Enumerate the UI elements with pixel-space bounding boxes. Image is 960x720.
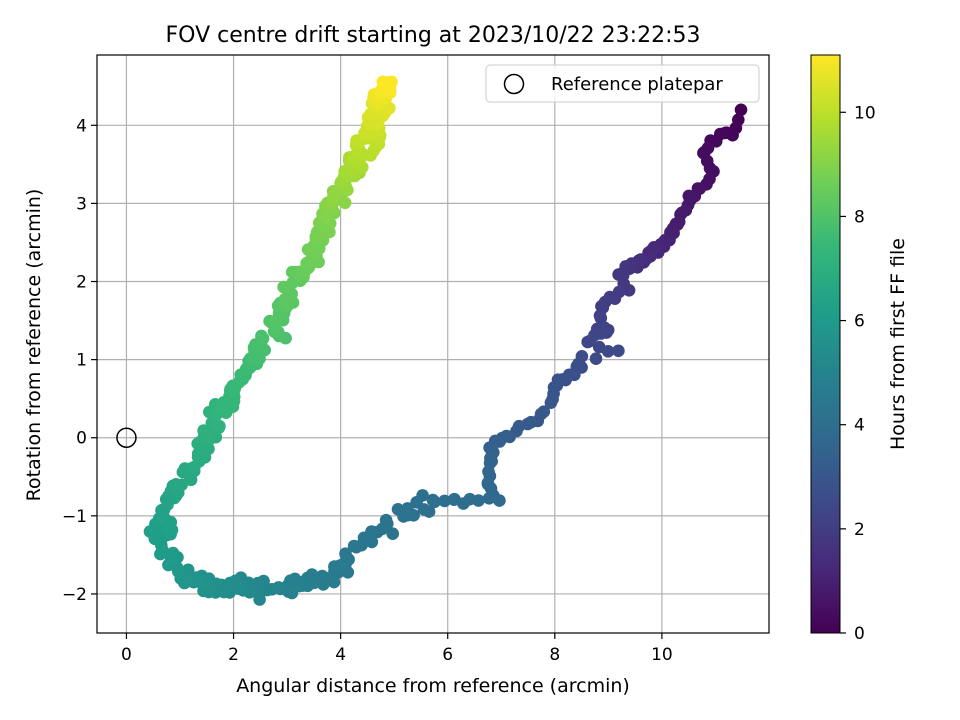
drift-point (164, 551, 178, 565)
legend: Reference platepar (485, 64, 760, 103)
x-tick-label: 2 (228, 645, 239, 665)
drift-point (272, 581, 285, 594)
reference-platepar-marker (116, 427, 137, 448)
x-tick-label: 4 (335, 645, 346, 665)
drift-point (594, 311, 608, 325)
colorbar-tick-label: 4 (854, 416, 865, 436)
y-axis-ticks: −2 −1 0 1 2 3 4 (62, 116, 97, 605)
drift-point (589, 352, 603, 366)
colorbar-gradient (810, 54, 841, 634)
data-points (143, 75, 748, 606)
drift-point (338, 196, 352, 210)
drift-point (386, 527, 400, 540)
drift-point (339, 547, 352, 560)
drift-point (622, 284, 636, 297)
x-tick-label: 8 (549, 645, 560, 665)
drift-point (256, 332, 270, 345)
colorbar: 0 2 4 6 8 10 Hours from first FF file (810, 54, 909, 644)
legend-entry-reference-platepar: Reference platepar (551, 74, 723, 95)
drift-point (277, 280, 290, 294)
drift-point (734, 103, 748, 117)
drift-point (202, 442, 215, 456)
colorbar-tick-label: 10 (854, 103, 876, 123)
y-tick-label: −1 (62, 507, 87, 527)
colorbar-label: Hours from first FF file (887, 238, 909, 450)
drift-point (595, 300, 608, 313)
y-tick-label: 3 (76, 194, 87, 214)
drift-point (428, 495, 441, 509)
drift-point (601, 345, 615, 358)
y-tick-label: 4 (76, 116, 87, 136)
drift-point (251, 576, 265, 590)
x-tick-label: 0 (121, 645, 132, 665)
legend-box (485, 64, 760, 103)
x-tick-label: 6 (442, 645, 453, 665)
drift-point (544, 396, 558, 410)
drift-point (285, 586, 299, 600)
drift-point (350, 540, 363, 554)
y-tick-label: −2 (62, 585, 87, 605)
drift-point (333, 559, 347, 573)
x-tick-label: 10 (651, 645, 673, 665)
x-axis-label: Angular distance from reference (arcmin) (236, 675, 630, 697)
drift-point (382, 76, 396, 89)
drift-point (193, 575, 206, 589)
y-tick-label: 2 (76, 273, 87, 293)
y-tick-label: 0 (76, 429, 87, 449)
drift-point (327, 189, 341, 203)
drift-point (214, 400, 227, 413)
drift-point (319, 211, 333, 224)
drift-point (493, 494, 506, 507)
drift-point (438, 494, 451, 508)
x-axis-ticks: 0 2 4 6 8 10 (121, 633, 673, 665)
drift-point (197, 424, 210, 437)
drift-point (375, 522, 389, 536)
drift-point (612, 344, 625, 358)
colorbar-tick-label: 8 (854, 207, 865, 227)
drift-point (253, 593, 266, 606)
colorbar-tick-label: 0 (854, 624, 865, 644)
reference-marker-layer (116, 427, 137, 448)
plot-frame (96, 54, 770, 634)
drift-point (410, 496, 423, 509)
drift-point (391, 503, 405, 516)
chart-title: FOV centre drift starting at 2023/10/22 … (166, 23, 701, 48)
colorbar-tick-label: 2 (854, 520, 865, 540)
drift-point (169, 478, 183, 491)
drift-point (308, 245, 322, 259)
grid-lines (97, 55, 769, 633)
drift-point (351, 136, 364, 150)
drift-point (581, 335, 594, 349)
colorbar-tick-label: 6 (854, 312, 865, 332)
colorbar-ticks: 0 2 4 6 8 10 (840, 103, 876, 644)
y-tick-label: 1 (76, 351, 87, 371)
legend-reference-marker (503, 73, 525, 95)
drift-point (448, 492, 461, 506)
y-axis-label: Rotation from reference (arcmin) (23, 189, 45, 502)
drift-point (269, 314, 283, 327)
drift-point (482, 492, 496, 505)
drift-point (213, 419, 226, 433)
plot-area (97, 55, 769, 633)
